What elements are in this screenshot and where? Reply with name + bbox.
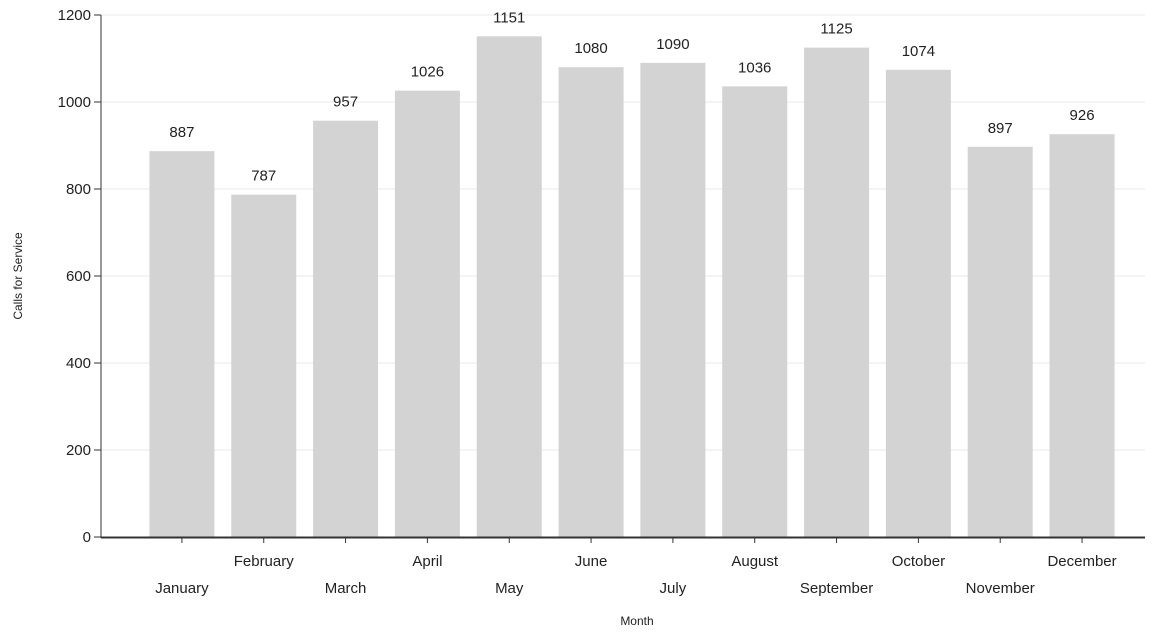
x-tick-label: December: [1047, 553, 1116, 570]
data-label: 887: [169, 124, 194, 141]
data-label: 1080: [574, 40, 607, 57]
x-tick-label: November: [966, 580, 1035, 597]
bar-december: [1049, 134, 1115, 537]
y-axis-title: Calls for Service: [11, 232, 25, 320]
x-tick-label: March: [325, 580, 367, 597]
bar-october: [885, 69, 951, 537]
data-label: 897: [988, 120, 1013, 137]
x-tick-label: September: [800, 580, 873, 597]
data-label: 1074: [902, 43, 935, 60]
data-label: 957: [333, 94, 358, 111]
bar-june: [558, 67, 624, 537]
bar-september: [804, 47, 870, 537]
y-tick-label: 800: [66, 181, 91, 198]
y-tick-label: 1000: [58, 94, 91, 111]
y-tick-label: 400: [66, 355, 91, 372]
data-label: 1125: [820, 21, 852, 38]
bar-january: [149, 151, 215, 537]
data-label: 1036: [738, 59, 771, 76]
x-tick-label: April: [412, 553, 442, 570]
y-tick-label: 1200: [58, 7, 91, 24]
x-tick-label: August: [731, 553, 779, 570]
y-tick-label: 0: [83, 529, 91, 546]
bar-may: [476, 36, 542, 537]
data-label: 926: [1070, 107, 1095, 124]
y-tick-label: 200: [66, 442, 91, 459]
x-tick-label: July: [660, 580, 687, 597]
data-label: 1026: [411, 64, 444, 81]
data-label: 1151: [493, 9, 525, 26]
labels: 0 200 400 600 800 1000 1200 887 January 787 Februa…: [58, 7, 1117, 597]
axes: [94, 14, 1145, 543]
bar-february: [231, 194, 297, 537]
x-tick-label: June: [575, 553, 608, 570]
bar-april: [394, 90, 460, 537]
x-tick-label: May: [495, 580, 524, 597]
bar-august: [722, 86, 788, 537]
data-label: 787: [251, 168, 276, 185]
data-label: 1090: [656, 36, 689, 53]
y-tick-label: 600: [66, 268, 91, 285]
x-axis-title: Month: [620, 614, 653, 628]
bar-march: [313, 120, 379, 537]
bar-july: [640, 62, 706, 537]
bar-november: [967, 146, 1033, 537]
x-tick-label: January: [155, 580, 209, 597]
x-tick-label: February: [234, 553, 295, 570]
bars: [149, 36, 1115, 537]
x-tick-label: October: [892, 553, 945, 570]
